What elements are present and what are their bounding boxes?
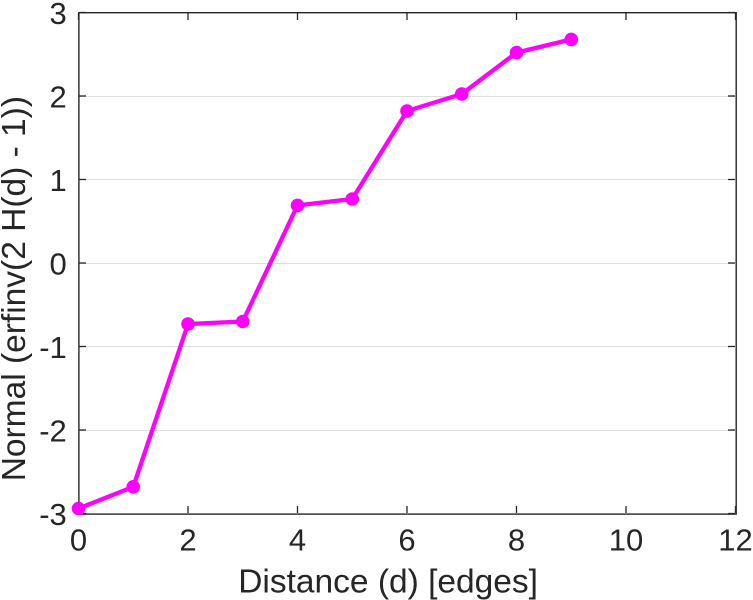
svg-text:Normal (erfinv(2 H(d) - 1)): Normal (erfinv(2 H(d) - 1)) <box>0 96 33 481</box>
svg-text:4: 4 <box>289 522 306 557</box>
svg-text:10: 10 <box>609 522 643 557</box>
svg-text:1: 1 <box>50 163 67 198</box>
svg-text:2: 2 <box>50 80 67 115</box>
svg-text:3: 3 <box>50 0 67 31</box>
svg-text:-1: -1 <box>39 330 67 365</box>
svg-text:0: 0 <box>70 522 87 557</box>
svg-text:6: 6 <box>398 522 415 557</box>
svg-text:0: 0 <box>50 247 67 282</box>
svg-text:-3: -3 <box>39 497 67 532</box>
svg-text:Distance (d) [edges]: Distance (d) [edges] <box>238 563 538 600</box>
svg-text:12: 12 <box>718 522 752 557</box>
svg-text:2: 2 <box>179 522 196 557</box>
svg-text:8: 8 <box>508 522 525 557</box>
svg-text:-2: -2 <box>39 414 67 449</box>
